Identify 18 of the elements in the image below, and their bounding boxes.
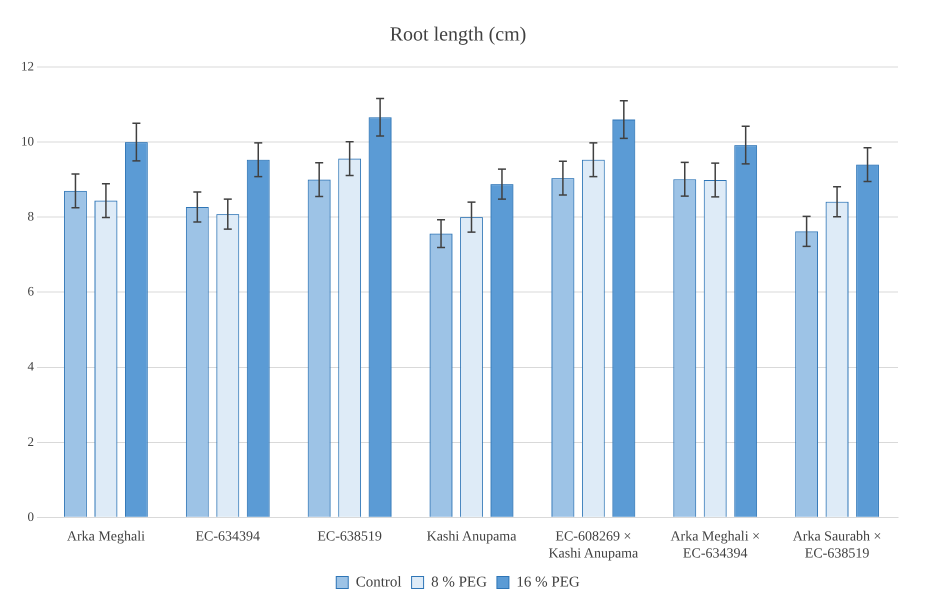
x-tick-label: Kashi Anupama (426, 529, 518, 544)
y-tick-label: 8 (28, 208, 34, 224)
x-tick-label: EC-608269 × Kashi Anupama (548, 529, 640, 562)
x-tick-label: Arka Meghali (66, 529, 146, 544)
legend-label: 16 % PEG (516, 574, 580, 590)
y-tick-label: 12 (21, 58, 34, 74)
x-tick-label: Arka Saurabh × EC-638519 (792, 529, 882, 562)
y-tick-label: 6 (28, 284, 34, 299)
x-tick-label: Arka Meghali × EC-634394 (670, 529, 760, 562)
x-tick-label: EC-638519 (317, 529, 382, 544)
y-tick-label: 4 (28, 358, 34, 374)
y-tick-label: 0 (28, 508, 34, 524)
legend-label: Control (356, 574, 402, 590)
chart-title: Root length (cm) (390, 23, 526, 46)
y-tick-label: 2 (28, 434, 34, 449)
y-tick-label: 10 (21, 133, 34, 148)
legend-label: 8 % PEG (431, 574, 488, 590)
x-tick-label: EC-634394 (196, 529, 260, 544)
